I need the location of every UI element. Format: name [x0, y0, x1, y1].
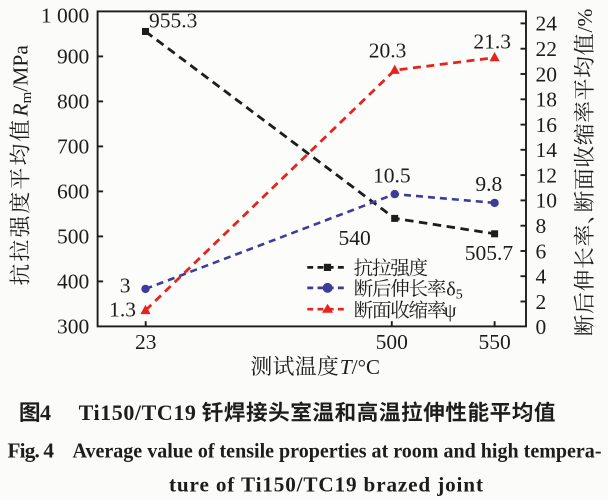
svg-text:800: 800 — [57, 90, 89, 114]
svg-text:9.8: 9.8 — [475, 172, 502, 196]
svg-text:300: 300 — [57, 315, 89, 339]
svg-text:20.3: 20.3 — [369, 39, 407, 63]
svg-text:2: 2 — [536, 290, 547, 314]
svg-text:14: 14 — [536, 138, 558, 162]
svg-text:500: 500 — [57, 225, 89, 249]
svg-text:20: 20 — [536, 62, 558, 86]
svg-text:Rm/MPa: Rm/MPa — [9, 45, 35, 118]
svg-text:10.5: 10.5 — [373, 163, 411, 187]
svg-text:505.7: 505.7 — [465, 241, 514, 265]
svg-text:600: 600 — [57, 180, 89, 204]
svg-text:Ti150/TC19: Ti150/TC19 — [79, 400, 196, 425]
svg-text:6: 6 — [536, 239, 547, 263]
svg-text:12: 12 — [536, 163, 558, 187]
svg-text:ψ: ψ — [444, 300, 457, 322]
svg-text:700: 700 — [57, 135, 89, 159]
svg-text:22: 22 — [536, 37, 558, 61]
svg-text:1 000: 1 000 — [41, 3, 89, 27]
svg-text:540: 540 — [339, 226, 371, 250]
svg-text:ture of Ti150/TC19 brazed join: ture of Ti150/TC19 brazed joint — [169, 473, 483, 497]
svg-text:1.3: 1.3 — [109, 298, 136, 322]
svg-text:10: 10 — [536, 189, 558, 213]
svg-text:21.3: 21.3 — [473, 30, 511, 54]
svg-text:500: 500 — [376, 330, 408, 354]
svg-text:18: 18 — [536, 88, 558, 112]
svg-text:550: 550 — [478, 330, 510, 354]
svg-text:900: 900 — [57, 45, 89, 69]
svg-text:16: 16 — [536, 113, 558, 137]
svg-text:23: 23 — [135, 330, 157, 354]
svg-text:Fig. 4: Fig. 4 — [8, 438, 55, 462]
svg-text:400: 400 — [57, 270, 89, 294]
svg-text:955.3: 955.3 — [149, 9, 197, 33]
svg-text:4: 4 — [40, 400, 51, 425]
svg-text:Average value of tensile prope: Average value of tensile properties at r… — [73, 438, 602, 462]
svg-text:4: 4 — [536, 265, 547, 289]
svg-text:/%: /% — [573, 9, 597, 33]
svg-text:0: 0 — [536, 315, 547, 339]
svg-text:3: 3 — [120, 274, 131, 298]
svg-text:24: 24 — [536, 12, 558, 36]
svg-text:8: 8 — [536, 214, 547, 238]
svg-text:T/°C: T/°C — [340, 355, 380, 379]
